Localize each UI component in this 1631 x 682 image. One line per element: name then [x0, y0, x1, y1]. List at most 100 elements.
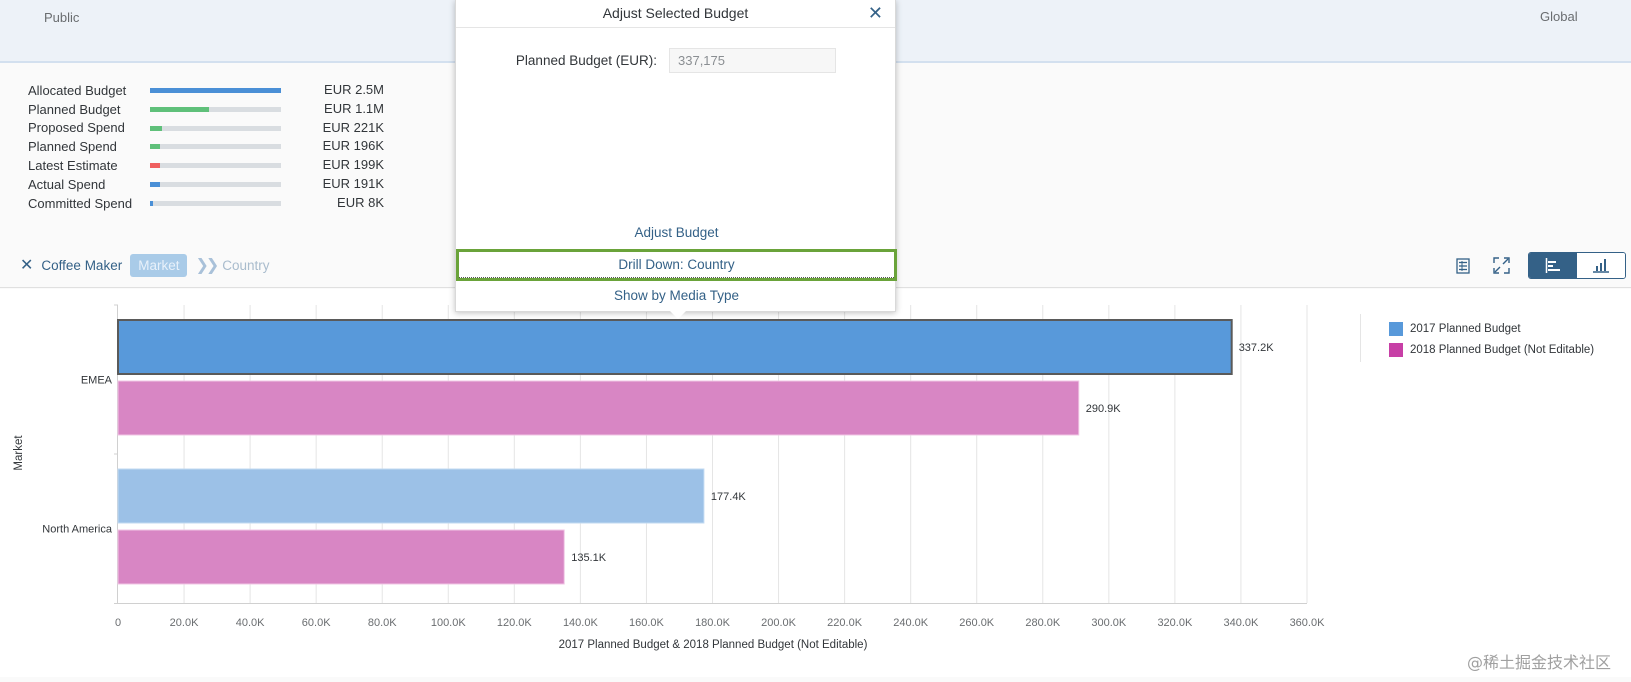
budget-summary-value: EUR 196K — [322, 138, 384, 154]
chart-bars: 337.2K 290.9K 177.4K 135.1K — [117, 319, 1275, 585]
budget-progress-fill — [150, 181, 160, 187]
double-chevron-right-icon: ❯❯ — [195, 257, 219, 274]
budget-progress-track — [150, 144, 281, 150]
popover-title-text: Adjust Selected Budget — [602, 5, 749, 21]
breadcrumb-active[interactable]: Market — [130, 253, 188, 277]
budget-summary-value: EUR 8K — [337, 194, 384, 210]
bar-chart: 337.2K 290.9K 177.4K 135.1K 0 20.0K 40.0K 60.0… — [0, 289, 1631, 677]
x-tick-label: 100.0K — [431, 617, 467, 629]
x-tick-label: 140.0K — [563, 617, 599, 629]
close-icon[interactable]: ✕ — [20, 257, 34, 274]
y-axis-categories: EMEA North America — [42, 375, 113, 536]
budget-progress-track — [150, 181, 281, 187]
x-tick-label: 180.0K — [695, 617, 731, 629]
popover-arrow — [670, 311, 686, 319]
x-tick-label: 0 — [115, 617, 121, 629]
x-tick-label: 260.0K — [959, 617, 995, 629]
y-category-label: North America — [42, 524, 113, 536]
budget-progress-fill — [150, 144, 160, 150]
x-tick-label: 220.0K — [827, 617, 863, 629]
budget-progress-track — [150, 163, 281, 169]
drill-down-country-action[interactable]: Drill Down: Country — [456, 249, 897, 281]
header-right-label: Global — [1540, 9, 1578, 24]
data-label: 337.2K — [1239, 342, 1275, 354]
header-left-label: Public — [44, 10, 80, 25]
vertical-bar-chart-icon[interactable] — [1577, 253, 1625, 278]
budget-progress-fill — [150, 125, 162, 131]
budget-summary-row: Allocated Budget EUR 2.5M — [28, 81, 384, 100]
budget-summary-value: EUR 191K — [322, 175, 384, 191]
x-tick-label: 60.0K — [302, 617, 331, 629]
budget-progress-track — [150, 125, 281, 131]
legend-divider — [1360, 314, 1361, 362]
planned-budget-field-row: Planned Budget (EUR): — [456, 48, 897, 73]
budget-progress-fill — [150, 163, 160, 169]
popover-title: Adjust Selected Budget ✕ — [456, 0, 895, 28]
show-by-media-type-action[interactable]: Show by Media Type — [613, 288, 740, 303]
bar[interactable] — [117, 468, 705, 524]
x-tick-label: 320.0K — [1157, 617, 1193, 629]
budget-progress-track — [150, 88, 281, 93]
data-label: 135.1K — [571, 552, 607, 564]
legend-swatch — [1389, 321, 1403, 336]
budget-summary: Allocated Budget EUR 2.5M Planned Budget EU… — [28, 81, 384, 213]
y-category-label: EMEA — [81, 375, 113, 387]
x-axis-ticks: 0 20.0K 40.0K 60.0K 80.0K 100.0K 120.0K 140.0K 1… — [115, 617, 1325, 629]
x-tick-label: 340.0K — [1224, 617, 1260, 629]
budget-summary-value: EUR 2.5M — [324, 82, 384, 97]
budget-summary-row: Committed Spend EUR 8K — [28, 194, 384, 213]
breadcrumb-next[interactable]: Country — [222, 257, 270, 273]
data-label: 177.4K — [711, 491, 747, 503]
budget-summary-row: Latest Estimate EUR 199K — [28, 156, 384, 175]
budget-summary-label: Proposed Spend — [28, 120, 125, 136]
chart-legend: 2017 Planned Budget 2018 Planned Budget (… — [1389, 318, 1594, 360]
fullscreen-icon[interactable] — [1488, 253, 1514, 279]
budget-summary-value: EUR 199K — [322, 157, 384, 173]
close-icon[interactable]: ✕ — [867, 3, 883, 23]
budget-summary-label: Allocated Budget — [28, 82, 127, 98]
budget-progress-track — [150, 200, 281, 206]
budget-progress-fill — [150, 200, 153, 206]
horizontal-bar-chart-icon[interactable] — [1529, 253, 1577, 278]
adjust-budget-action[interactable]: Adjust Budget — [634, 225, 719, 240]
x-tick-label: 240.0K — [893, 617, 929, 629]
bar[interactable] — [117, 529, 565, 585]
budget-summary-label: Latest Estimate — [28, 158, 118, 174]
legend-item[interactable]: 2018 Planned Budget (Not Editable) — [1389, 339, 1594, 360]
budget-summary-row: Proposed Spend EUR 221K — [28, 119, 384, 138]
x-tick-label: 280.0K — [1025, 617, 1061, 629]
chart-canvas: 337.2K 290.9K 177.4K 135.1K 0 20.0K 40.0K 60.0… — [13, 304, 1325, 651]
watermark: @稀土掘金技术社区 — [1467, 653, 1612, 672]
x-tick-label: 200.0K — [761, 617, 797, 629]
budget-summary-label: Planned Budget — [28, 101, 121, 117]
x-tick-label: 360.0K — [1290, 617, 1326, 629]
x-tick-label: 120.0K — [497, 617, 533, 629]
y-axis-label: Market — [13, 435, 25, 471]
legend-label: 2018 Planned Budget (Not Editable) — [1410, 343, 1595, 356]
planned-budget-input[interactable] — [669, 48, 836, 73]
x-tick-label: 40.0K — [236, 617, 265, 629]
x-tick-label: 300.0K — [1091, 617, 1127, 629]
x-tick-label: 20.0K — [170, 617, 199, 629]
breadcrumb: ✕ Coffee Maker Market ❯❯ Country — [20, 251, 270, 279]
data-label: 290.9K — [1086, 403, 1122, 415]
budget-summary-row: Planned Spend EUR 196K — [28, 137, 384, 156]
legend-item[interactable]: 2017 Planned Budget — [1389, 318, 1594, 339]
legend-label: 2017 Planned Budget — [1410, 322, 1521, 335]
bar[interactable] — [117, 319, 1233, 375]
breadcrumb-root[interactable]: Coffee Maker — [41, 257, 123, 273]
budget-progress-fill — [150, 88, 281, 93]
budget-summary-label: Planned Spend — [28, 139, 117, 155]
legend-swatch — [1389, 342, 1403, 357]
budget-progress-track — [150, 106, 281, 112]
budget-summary-label: Committed Spend — [28, 195, 133, 211]
chart-orientation-toggle — [1528, 252, 1626, 279]
budget-summary-value: EUR 1.1M — [324, 100, 384, 116]
x-axis-label: 2017 Planned Budget & 2018 Planned Budge… — [559, 639, 868, 651]
x-tick-label: 80.0K — [368, 617, 397, 629]
budget-progress-fill — [150, 106, 209, 112]
budget-summary-value: EUR 221K — [322, 119, 384, 135]
x-tick-label: 160.0K — [629, 617, 665, 629]
table-view-icon[interactable] — [1450, 253, 1476, 279]
bar[interactable] — [117, 380, 1080, 436]
